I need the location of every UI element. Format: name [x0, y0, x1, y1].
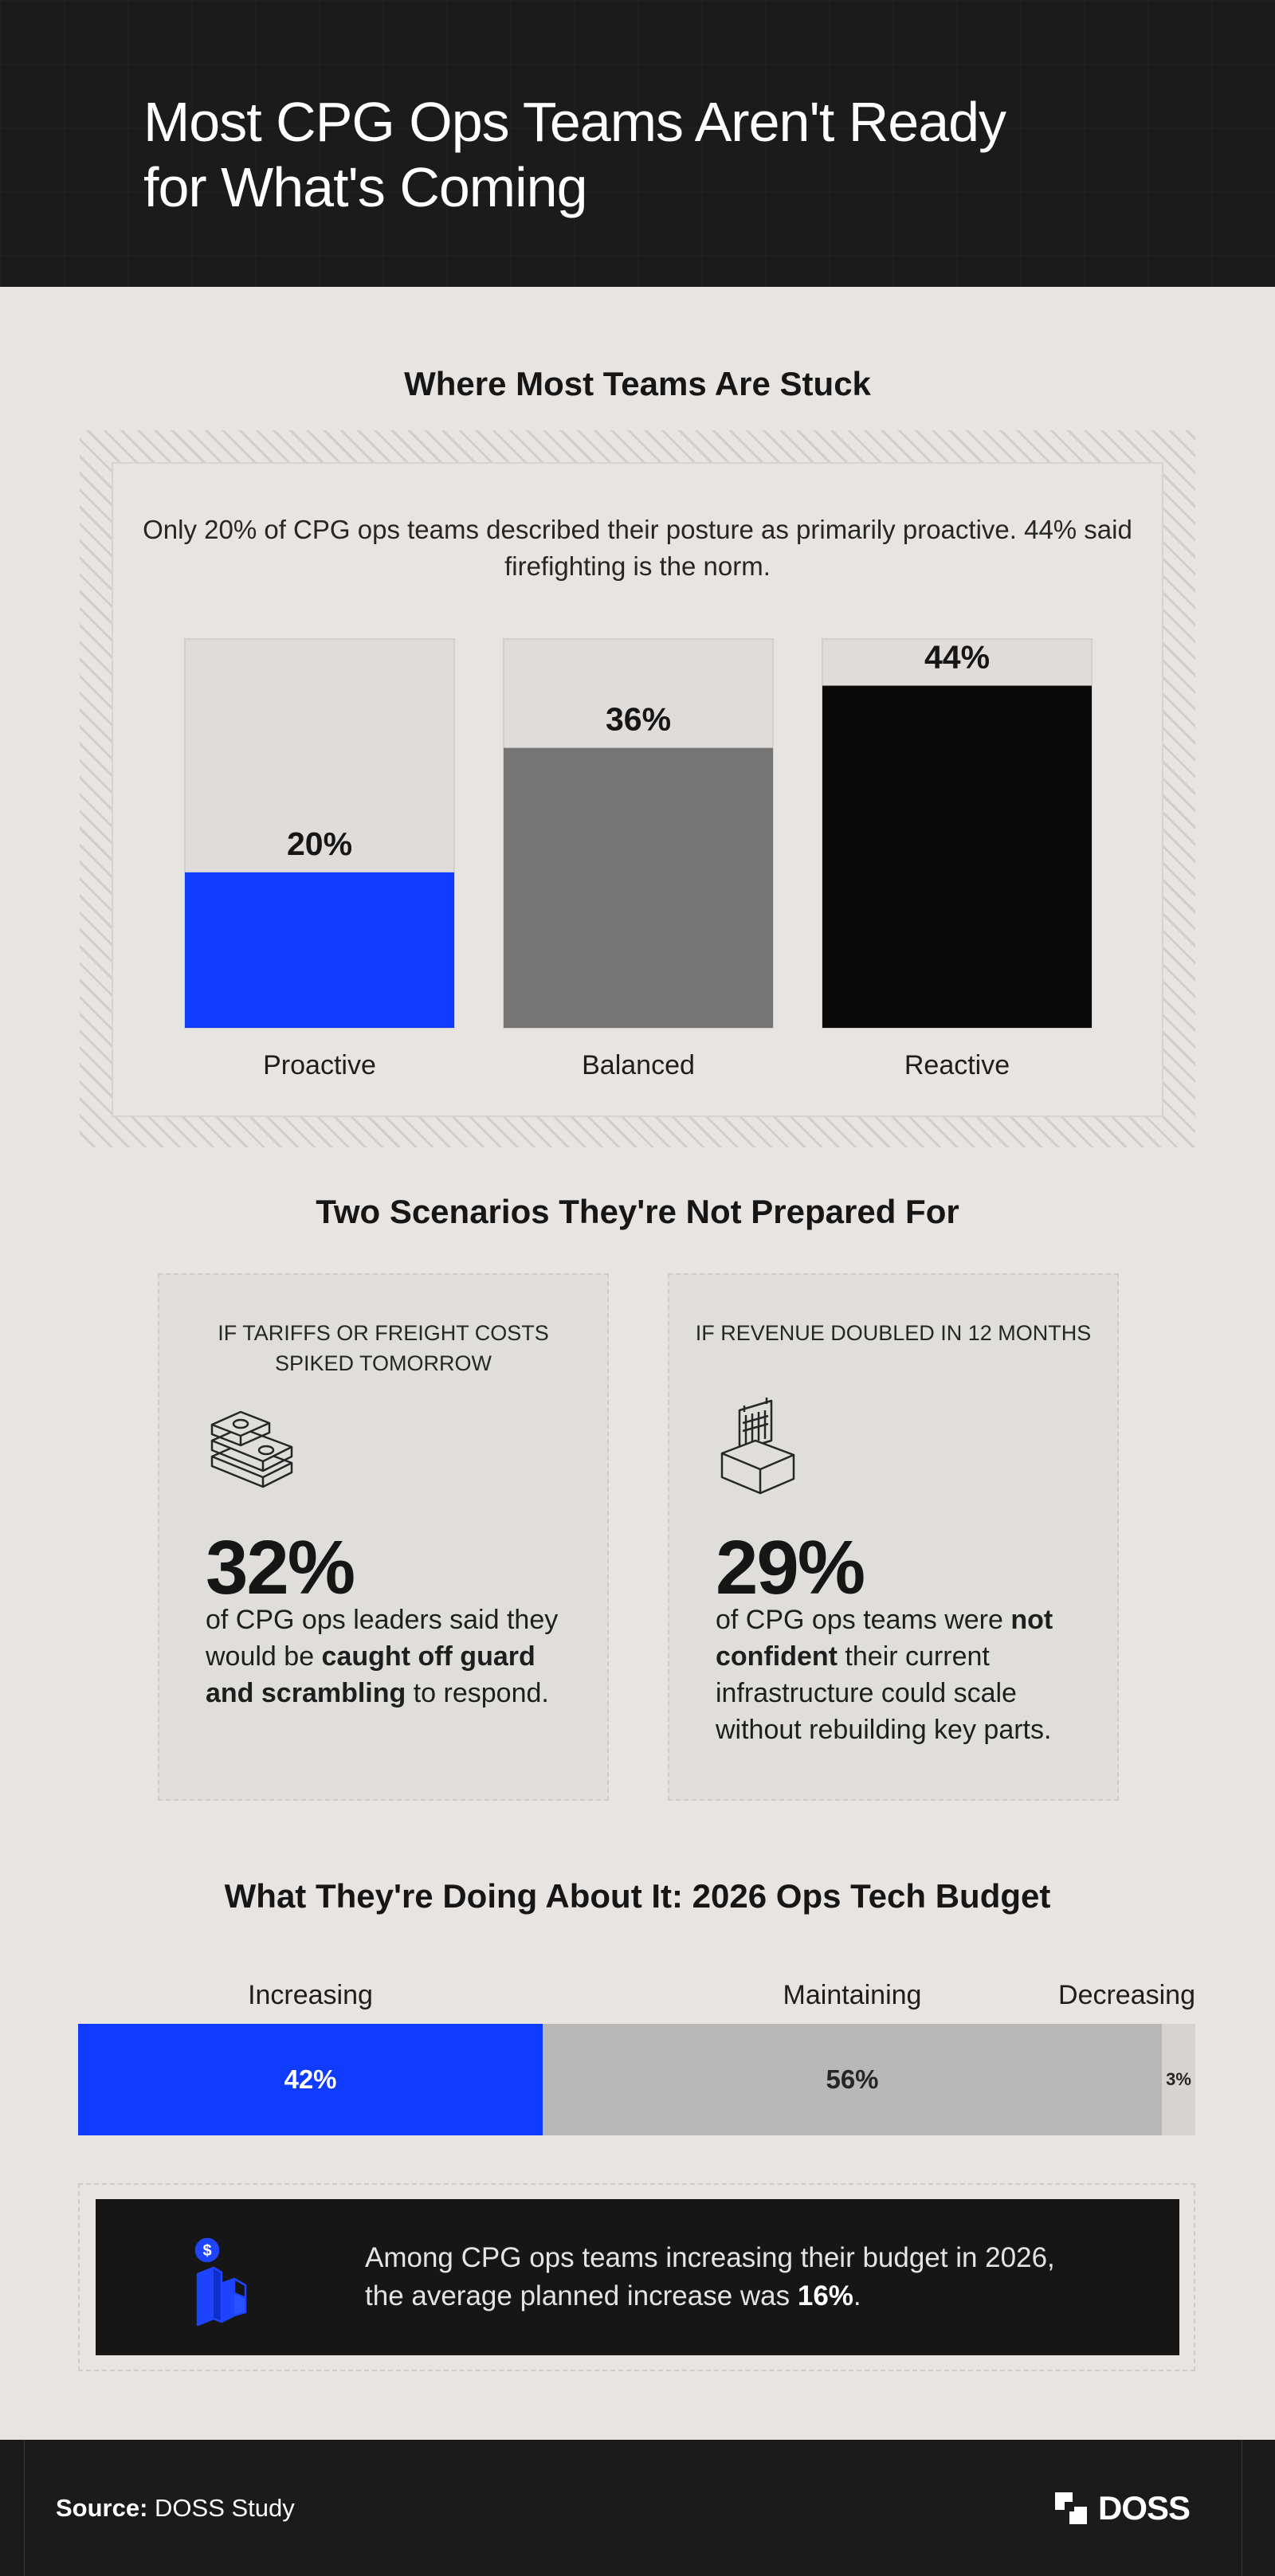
posture-bar-chart: 20% Proactive 36% Balanced 44% Reactive [184, 638, 1093, 1080]
posture-chart-panel: Only 20% of CPG ops teams described thei… [112, 462, 1163, 1117]
footer: Source: DOSS Study DOSS [0, 2440, 1275, 2576]
category-label: Balanced [582, 1050, 695, 1080]
bar-proactive [185, 872, 454, 1028]
footer-divider [24, 2440, 25, 2576]
category-label: Proactive [263, 1050, 376, 1080]
warehouse-box-icon [720, 1398, 795, 1495]
section-title-scenarios: Two Scenarios They're Not Prepared For [316, 1193, 959, 1230]
bar-balanced [504, 747, 773, 1028]
budget-label-decreasing: Decreasing [1058, 1980, 1195, 2010]
bar-reactive [822, 685, 1092, 1028]
budget-segment-increasing: 42% [78, 2024, 543, 2135]
section-title-budget: What They're Doing About It: 2026 Ops Te… [224, 1877, 1051, 1915]
stat-description: of CPG ops teams were not confident thei… [716, 1605, 1053, 1745]
logo-wordmark: DOSS [1098, 2489, 1191, 2527]
budget-label-maintaining: Maintaining [783, 1980, 922, 2010]
stat-value: 29% [716, 1525, 865, 1610]
source-credit: Source: DOSS Study [56, 2494, 295, 2522]
category-label: Reactive [904, 1050, 1010, 1080]
callout-text: Among CPG ops teams increasing their bud… [365, 2242, 1055, 2311]
cash-stack-icon [210, 1410, 293, 1488]
stat-value: 32% [206, 1525, 355, 1610]
doss-logo: DOSS [1053, 2489, 1191, 2527]
budget-stacked-bar: 42% 56% 3% [78, 2024, 1195, 2135]
budget-callout: $ Among CPG ops teams increasing their b… [96, 2199, 1179, 2355]
stat-description: of CPG ops leaders said they would be ca… [206, 1605, 559, 1708]
chart-description: Only 20% of CPG ops teams described thei… [143, 515, 1132, 581]
section-title-stuck: Where Most Teams Are Stuck [404, 365, 871, 402]
callout-frame [78, 2183, 1195, 2371]
page-title: Most CPG Ops Teams Aren't Ready for What… [143, 91, 1006, 218]
budget-segment-decreasing: 3% [1162, 2024, 1195, 2135]
scenario-card-tariffs: IF TARIFFS OR FREIGHT COSTS SPIKED TOMOR… [158, 1273, 609, 1801]
card-eyebrow: IF TARIFFS OR FREIGHT COSTS SPIKED TOMOR… [218, 1321, 549, 1375]
card-eyebrow: IF REVENUE DOUBLED IN 12 MONTHS [695, 1321, 1092, 1345]
budget-segment-maintaining: 56% [543, 2024, 1162, 2135]
bar-value-label: 44% [924, 639, 990, 676]
doss-logo-mark-icon [1055, 2492, 1087, 2524]
scenario-card-revenue: IF REVENUE DOUBLED IN 12 MONTHS 29% of C… [668, 1273, 1119, 1801]
header-banner: Most CPG Ops Teams Aren't Ready for What… [0, 0, 1275, 287]
budget-label-increasing: Increasing [248, 1980, 373, 2010]
bar-value-label: 36% [606, 701, 671, 738]
bar-value-label: 20% [287, 825, 352, 862]
svg-text:$: $ [202, 2242, 211, 2260]
dollar-growth-icon: $ [194, 2237, 247, 2327]
